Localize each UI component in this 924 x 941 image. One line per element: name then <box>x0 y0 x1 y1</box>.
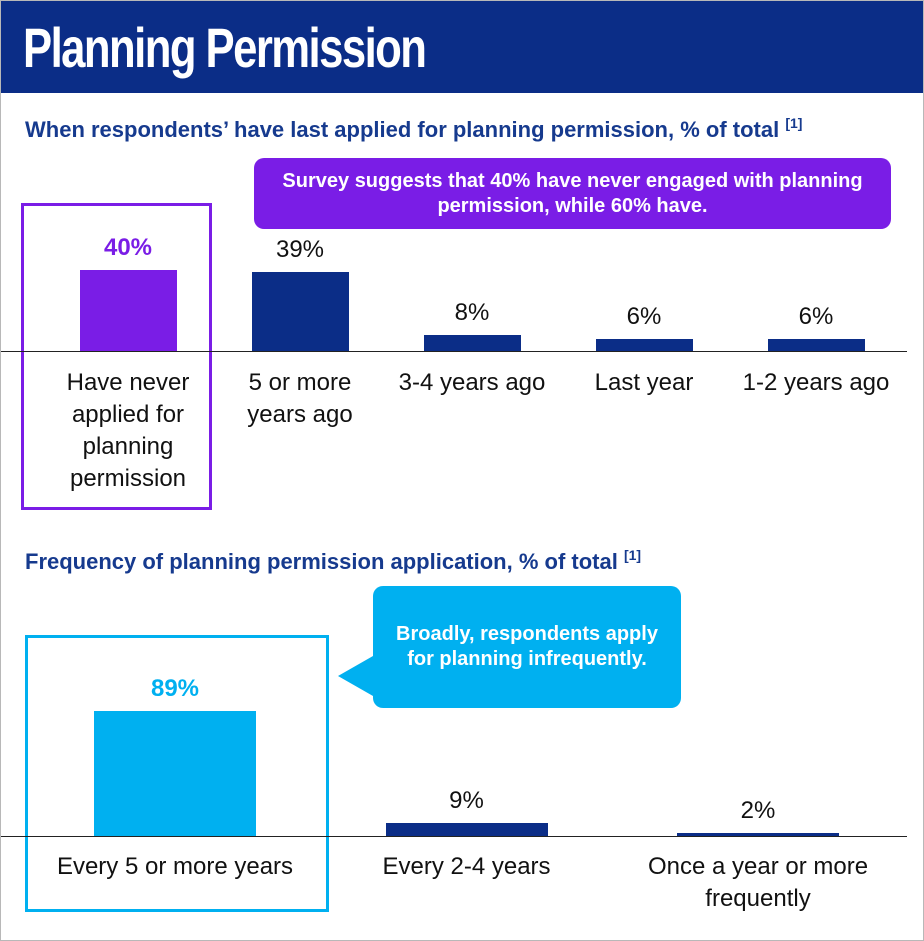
bar <box>767 338 865 351</box>
baseline <box>1 836 907 837</box>
value-label: 89% <box>150 675 200 703</box>
callout: Survey suggests that 40% have never enga… <box>254 158 891 229</box>
bar <box>251 271 349 351</box>
highlight-box <box>25 635 329 912</box>
value-label: 6% <box>798 302 834 330</box>
value-label: 2% <box>740 797 776 825</box>
highlight-box <box>21 203 212 510</box>
header: Planning Permission <box>1 1 923 93</box>
bar <box>423 334 521 351</box>
value-label: 9% <box>449 787 484 815</box>
baseline <box>1 351 907 352</box>
category-label: 3-4 years ago <box>398 369 546 396</box>
subtitle-text: When respondents’ have last applied for … <box>25 117 780 142</box>
value-label: 40% <box>103 233 153 261</box>
callout-pointer <box>338 656 373 696</box>
category-label: 5 or more years ago <box>247 369 353 428</box>
value-label: 39% <box>275 235 325 263</box>
value-label: 6% <box>626 302 662 330</box>
category-label: 1-2 years ago <box>742 369 890 396</box>
chart-subtitle: Frequency of planning permission applica… <box>25 541 905 576</box>
callout: Broadly, respondents apply for planning … <box>373 586 681 708</box>
chart-subtitle: When respondents’ have last applied for … <box>25 109 905 144</box>
subtitle-text: Frequency of planning permission applica… <box>25 549 618 574</box>
header-title: Planning Permission <box>23 16 427 79</box>
category-label: Every 5 or more years <box>56 853 294 880</box>
bar <box>677 833 839 836</box>
value-label: 8% <box>454 298 490 326</box>
bar <box>385 823 548 836</box>
category-label: Have never applied for planning permissi… <box>66 369 190 492</box>
category-label: Every 2-4 years <box>382 853 551 880</box>
category-label: Last year <box>594 369 694 396</box>
bar <box>79 269 177 351</box>
footnote: [1] <box>623 547 642 563</box>
bar <box>595 338 693 351</box>
category-label: Once a year or more frequently <box>647 853 869 912</box>
footnote: [1] <box>785 115 803 131</box>
bar <box>94 711 256 836</box>
